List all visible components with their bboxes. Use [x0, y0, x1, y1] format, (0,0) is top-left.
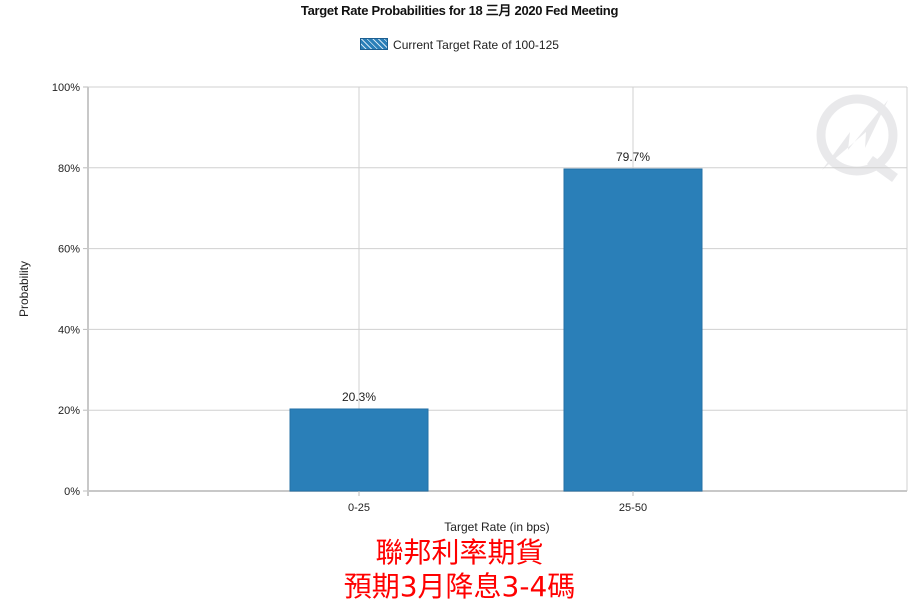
bar	[289, 408, 429, 492]
chart-title: Target Rate Probabilities for 18 三月 2020…	[300, 3, 619, 18]
caption-line-1: 聯邦利率期貨	[375, 536, 544, 569]
legend: Current Target Rate of 100-125	[0, 38, 919, 52]
caption: 聯邦利率期貨 預期3月降息3-4碼	[0, 536, 919, 604]
y-tick-label: 0%	[64, 486, 80, 498]
x-tick-label: 0-25	[348, 502, 370, 514]
y-axis-label: Probability	[17, 261, 31, 317]
y-tick-label: 20%	[58, 405, 80, 417]
y-tick-label: 100%	[52, 82, 80, 94]
caption-line-2: 預期3月降息3-4碼	[343, 570, 576, 603]
legend-swatch	[360, 38, 389, 50]
y-tick-label: 40%	[58, 324, 80, 336]
legend-label: Current Target Rate of 100-125	[393, 38, 559, 52]
watermark-logo	[816, 94, 898, 183]
data-label: 20.3%	[342, 390, 376, 404]
data-label: 79.7%	[616, 150, 650, 164]
x-tick-label: 25-50	[619, 502, 647, 514]
y-tick-label: 60%	[58, 244, 80, 256]
y-tick-label: 80%	[58, 163, 80, 175]
x-axis-label: Target Rate (in bps)	[444, 520, 549, 534]
bar	[563, 168, 703, 492]
